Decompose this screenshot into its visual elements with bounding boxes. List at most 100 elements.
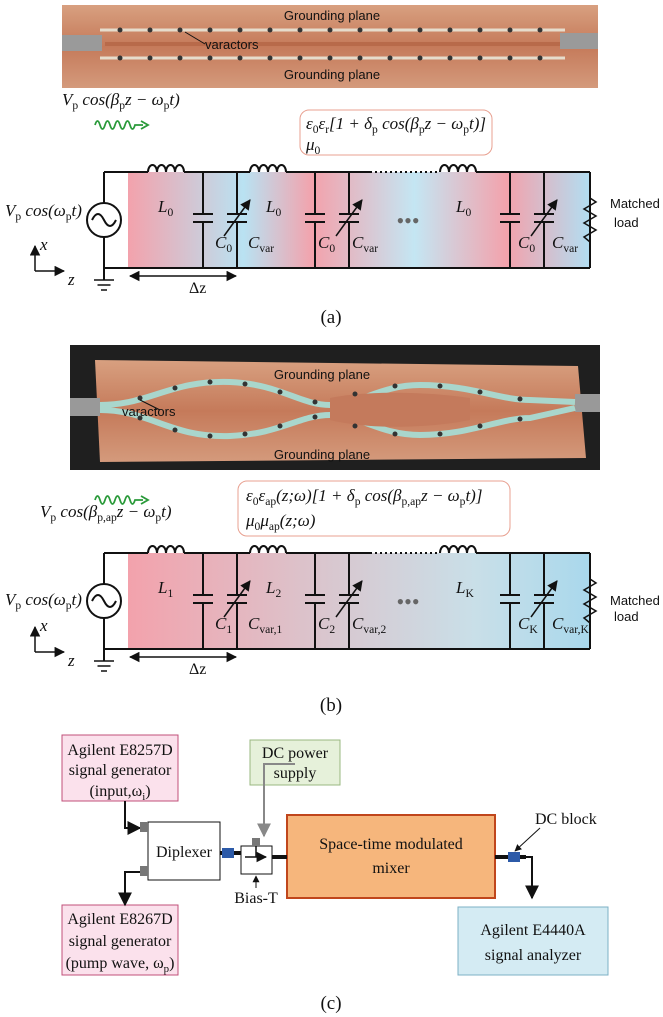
varactor xyxy=(358,56,363,61)
varactor xyxy=(438,384,443,389)
load-label: load xyxy=(614,609,639,624)
analyzer-box xyxy=(458,907,608,975)
text-run: L xyxy=(265,578,275,597)
varactor xyxy=(208,434,213,439)
cell-length: Δz xyxy=(189,280,206,297)
text-run: C xyxy=(318,233,330,252)
varactor xyxy=(268,56,273,61)
subscript: 0 xyxy=(226,242,232,255)
varactor xyxy=(243,432,248,437)
inductor xyxy=(148,546,184,553)
load-label: load xyxy=(614,215,639,230)
subscript: 0 xyxy=(167,206,173,219)
text-run: C xyxy=(518,614,530,633)
text-run: C xyxy=(552,233,564,252)
varactor xyxy=(238,28,243,33)
varactor xyxy=(353,424,358,429)
varactor xyxy=(298,28,303,33)
text-run: t) xyxy=(72,201,83,220)
varactor xyxy=(238,56,243,61)
varactor xyxy=(393,384,398,389)
varactor xyxy=(208,28,213,33)
inductor xyxy=(250,546,286,553)
varactor xyxy=(418,28,423,33)
varactor xyxy=(448,28,453,33)
pump-wave xyxy=(95,121,143,129)
text-run: t) xyxy=(72,590,83,609)
source-label: Vp cos(ωpt) xyxy=(5,590,82,612)
box-label: supply xyxy=(274,765,317,782)
text-run: (input,ω xyxy=(89,783,142,800)
varactor xyxy=(478,56,483,61)
subscript: 0 xyxy=(275,206,281,219)
patch xyxy=(330,393,470,427)
subscript: 0 xyxy=(315,144,321,157)
varactor xyxy=(328,56,333,61)
caption: (c) xyxy=(320,993,341,1014)
dc-block xyxy=(222,848,234,858)
subscript: 0 xyxy=(329,242,335,255)
arrow xyxy=(125,872,140,905)
ellipsis: ••• xyxy=(396,589,419,614)
load-label: Matched xyxy=(610,196,660,211)
text-run: cos(β xyxy=(78,90,120,109)
port xyxy=(252,838,260,846)
caption: (a) xyxy=(320,307,341,328)
dc-block xyxy=(508,852,520,862)
varactor xyxy=(148,28,153,33)
connector xyxy=(62,35,102,51)
text-run: z − ω xyxy=(116,502,156,521)
varactor xyxy=(298,56,303,61)
box-label: DC block xyxy=(535,811,597,828)
varactor xyxy=(393,432,398,437)
axis-label: x xyxy=(39,616,48,635)
box-label: mixer xyxy=(372,860,410,877)
ellipsis: ••• xyxy=(396,208,419,233)
text-run: C xyxy=(215,614,227,633)
varactor xyxy=(538,56,543,61)
box-label: Agilent E8257D xyxy=(67,742,172,759)
text-run: L xyxy=(157,578,167,597)
text-run: L xyxy=(157,197,167,216)
axis-label: z xyxy=(67,651,75,670)
varactor xyxy=(313,415,318,420)
photo-label: Grounding plane xyxy=(284,8,380,23)
varactor xyxy=(148,56,153,61)
medium xyxy=(128,172,590,268)
varactor xyxy=(268,28,273,33)
photo-label: varactors xyxy=(122,404,176,419)
text-run: z − ω xyxy=(424,114,464,133)
medium-label: ε0εap(z;ω)[1 + δp cos(βp,apz − ωpt)] xyxy=(246,486,482,508)
varactor xyxy=(518,417,523,422)
connector xyxy=(575,394,600,412)
subscript: K xyxy=(529,623,538,636)
varactor xyxy=(118,28,123,33)
caption: (b) xyxy=(320,695,342,716)
subscript: ap xyxy=(269,520,280,533)
text-run: C xyxy=(518,233,530,252)
subscript: var,K xyxy=(563,623,589,636)
varactor xyxy=(438,432,443,437)
port xyxy=(140,822,148,832)
text-run: C xyxy=(215,233,227,252)
pointer xyxy=(515,828,540,851)
text-run: t)] xyxy=(469,114,486,133)
subscript: 1 xyxy=(226,623,232,636)
text-run: cos(ω xyxy=(21,201,66,220)
varactor xyxy=(278,424,283,429)
varactor xyxy=(388,28,393,33)
subscript: 2 xyxy=(275,587,281,600)
inductor xyxy=(250,165,286,172)
varactor xyxy=(358,28,363,33)
subscript: var,2 xyxy=(363,623,386,636)
text-run: C xyxy=(318,614,330,633)
varactor xyxy=(448,56,453,61)
box-label: Agilent E4440A xyxy=(480,922,586,939)
varactor xyxy=(208,380,213,385)
photo-label: Grounding plane xyxy=(274,447,370,462)
arrow xyxy=(125,801,140,828)
varactor xyxy=(173,428,178,433)
text-run: cos(β xyxy=(360,486,402,505)
subscript: 2 xyxy=(329,623,335,636)
text-run: ) xyxy=(145,783,150,800)
